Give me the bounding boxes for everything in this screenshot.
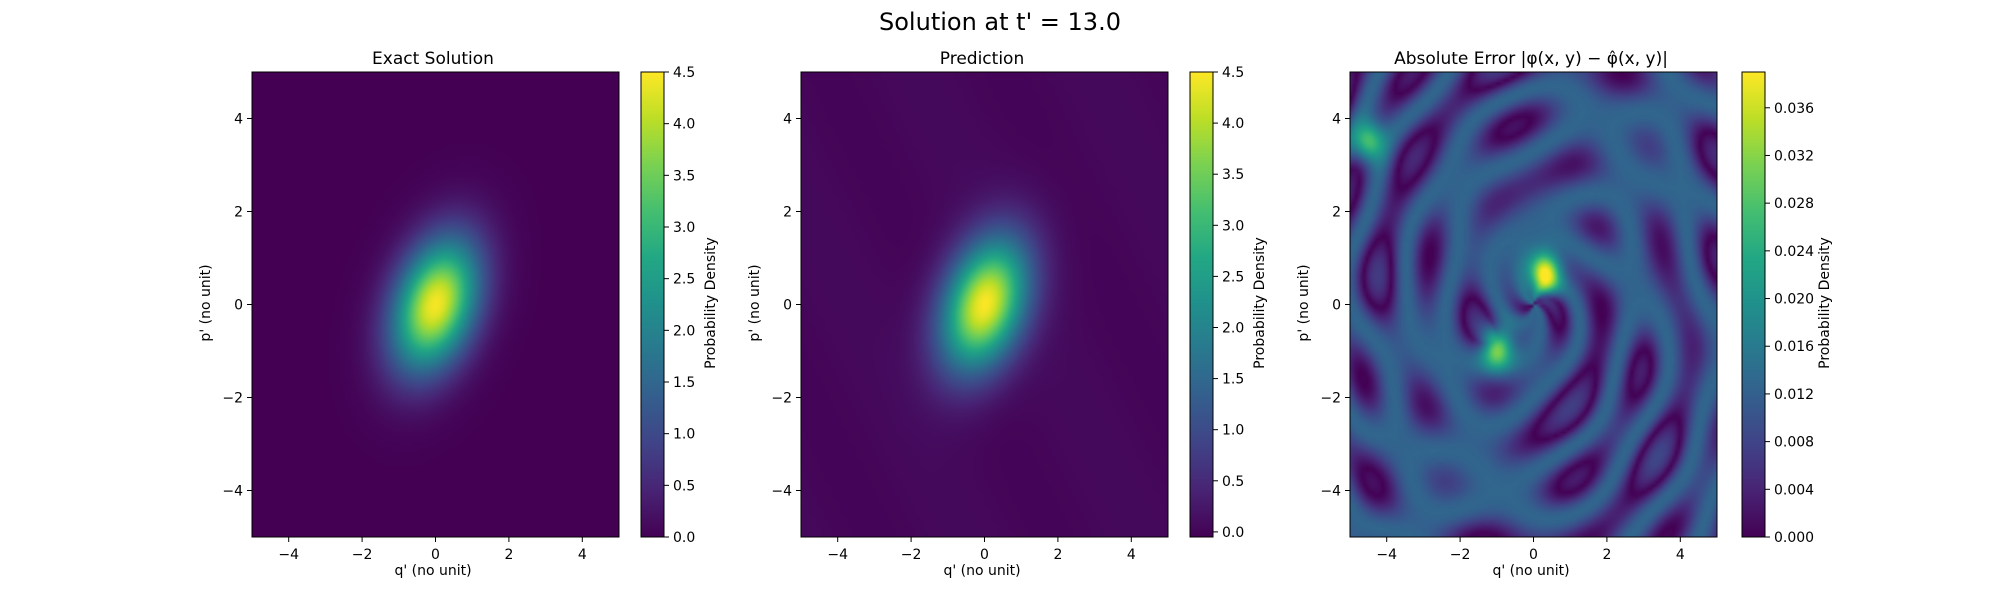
colorbar-tick-label: 3.5 [1222, 167, 1244, 183]
y-tick-label: 4 [234, 112, 243, 128]
heatmap-image [252, 72, 619, 537]
y-tick-label: 4 [1332, 112, 1341, 128]
colorbar-tick-label: 3.0 [673, 220, 695, 236]
colorbar [640, 71, 665, 538]
colorbar-tick-label: 0.5 [1222, 474, 1244, 490]
colorbar-tick-label: 4.5 [673, 65, 695, 81]
panel-title: Absolute Error |φ(x, y) − φ̂(x, y)| [1394, 49, 1668, 69]
colorbar-tick-label: 0.020 [1774, 292, 1814, 308]
x-tick-label: −4 [1376, 547, 1397, 563]
colorbar-tick-label: 1.0 [1222, 423, 1244, 439]
x-tick-label: −4 [827, 547, 848, 563]
x-tick-label: 0 [431, 547, 440, 563]
colorbar-tick-label: 0.032 [1774, 148, 1814, 164]
y-tick-label: 2 [1332, 205, 1341, 221]
colorbar-tick-label: 0.0 [1222, 525, 1244, 541]
y-axis-label: p' (no unit) [1296, 264, 1312, 341]
x-tick-label: 2 [1602, 547, 1611, 563]
y-tick-label: 0 [1332, 298, 1341, 314]
x-tick-label: 0 [1529, 547, 1538, 563]
y-tick-label: 4 [783, 112, 792, 128]
colorbar-tick-label: 0.000 [1774, 530, 1814, 546]
y-axis-label: p' (no unit) [198, 264, 214, 341]
y-tick-label: −2 [771, 391, 792, 407]
panel-title: Exact Solution [372, 49, 494, 69]
colorbar-tick-label: 2.0 [1222, 320, 1244, 336]
x-tick-label: 2 [1053, 547, 1062, 563]
x-tick-label: 2 [504, 547, 513, 563]
y-tick-label: 2 [234, 205, 243, 221]
colorbar-tick-label: 0.036 [1774, 101, 1814, 117]
x-tick-label: 0 [980, 547, 989, 563]
y-tick-label: −4 [1320, 484, 1341, 500]
x-tick-label: −4 [278, 547, 299, 563]
colorbar-tick-label: 0.004 [1774, 482, 1814, 498]
colorbar-tick-label: 0.012 [1774, 387, 1814, 403]
figure-title: Solution at t' = 13.0 [879, 8, 1121, 36]
colorbar-tick-label: 0.008 [1774, 435, 1814, 451]
colorbar-tick-label: 4.0 [1222, 116, 1244, 132]
colorbar-tick-label: 2.5 [673, 272, 695, 288]
panel-absolute-error: Absolute Error |φ(x, y) − φ̂(x, y)| q' (… [1296, 49, 1833, 579]
colorbar-tick-label: 0.028 [1774, 196, 1814, 212]
panel-exact-solution: Exact Solution q' (no unit) p' (no unit)… [198, 49, 719, 579]
x-tick-label: 4 [1127, 547, 1136, 563]
x-tick-label: 4 [578, 547, 587, 563]
colorbar-tick-label: 4.5 [1222, 65, 1244, 81]
heatmap-image [801, 72, 1168, 537]
colorbar-tick-label: 0.024 [1774, 244, 1814, 260]
colorbar-label: Probability Density [703, 237, 719, 369]
colorbar-tick-label: 2.0 [673, 323, 695, 339]
colorbar-tick-label: 3.5 [673, 168, 695, 184]
colorbar-tick-label: 0.0 [673, 530, 695, 546]
x-tick-label: 4 [1676, 547, 1685, 563]
y-tick-label: 0 [783, 298, 792, 314]
colorbar-tick-label: 1.0 [673, 427, 695, 443]
x-tick-label: −2 [1450, 547, 1471, 563]
y-tick-label: 0 [234, 298, 243, 314]
colorbar-label: Probability Density [1817, 237, 1833, 369]
x-axis-label: q' (no unit) [943, 563, 1020, 579]
colorbar [1189, 71, 1214, 538]
x-tick-label: −2 [901, 547, 922, 563]
panel-prediction: Prediction q' (no unit) p' (no unit) Pro… [747, 49, 1268, 579]
colorbar-tick-label: 1.5 [673, 375, 695, 391]
colorbar-tick-label: 3.0 [1222, 218, 1244, 234]
y-tick-label: −4 [222, 484, 243, 500]
y-tick-label: −2 [222, 391, 243, 407]
colorbar-tick-label: 0.5 [673, 478, 695, 494]
colorbar-tick-label: 2.5 [1222, 269, 1244, 285]
x-axis-label: q' (no unit) [1492, 563, 1569, 579]
colorbar-tick-label: 0.016 [1774, 339, 1814, 355]
colorbar-tick-label: 1.5 [1222, 372, 1244, 388]
x-axis-label: q' (no unit) [394, 563, 471, 579]
colorbar-tick-label: 4.0 [673, 117, 695, 133]
colorbar-label: Probability Density [1252, 237, 1268, 369]
x-tick-label: −2 [352, 547, 373, 563]
y-tick-label: 2 [783, 205, 792, 221]
heatmap-image [1350, 72, 1717, 537]
y-tick-label: −4 [771, 484, 792, 500]
y-tick-label: −2 [1320, 391, 1341, 407]
panel-title: Prediction [940, 49, 1024, 69]
y-axis-label: p' (no unit) [747, 264, 763, 341]
colorbar [1741, 71, 1766, 538]
